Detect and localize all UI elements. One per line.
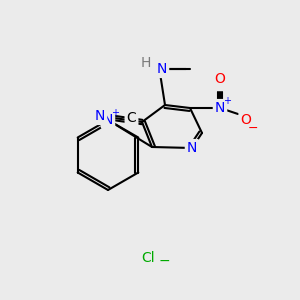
Text: −: − [248, 122, 258, 134]
Text: O: O [241, 113, 251, 127]
Text: C: C [127, 112, 136, 125]
Text: N: N [157, 62, 167, 76]
Text: N: N [103, 113, 113, 127]
Text: N: N [215, 101, 225, 115]
Text: −: − [158, 254, 170, 268]
Text: +: + [223, 96, 231, 106]
Text: H: H [141, 56, 151, 70]
Text: O: O [214, 72, 225, 86]
Text: N: N [187, 141, 197, 155]
Text: Cl: Cl [141, 251, 155, 265]
Text: N: N [95, 109, 105, 123]
Text: +: + [111, 108, 119, 118]
